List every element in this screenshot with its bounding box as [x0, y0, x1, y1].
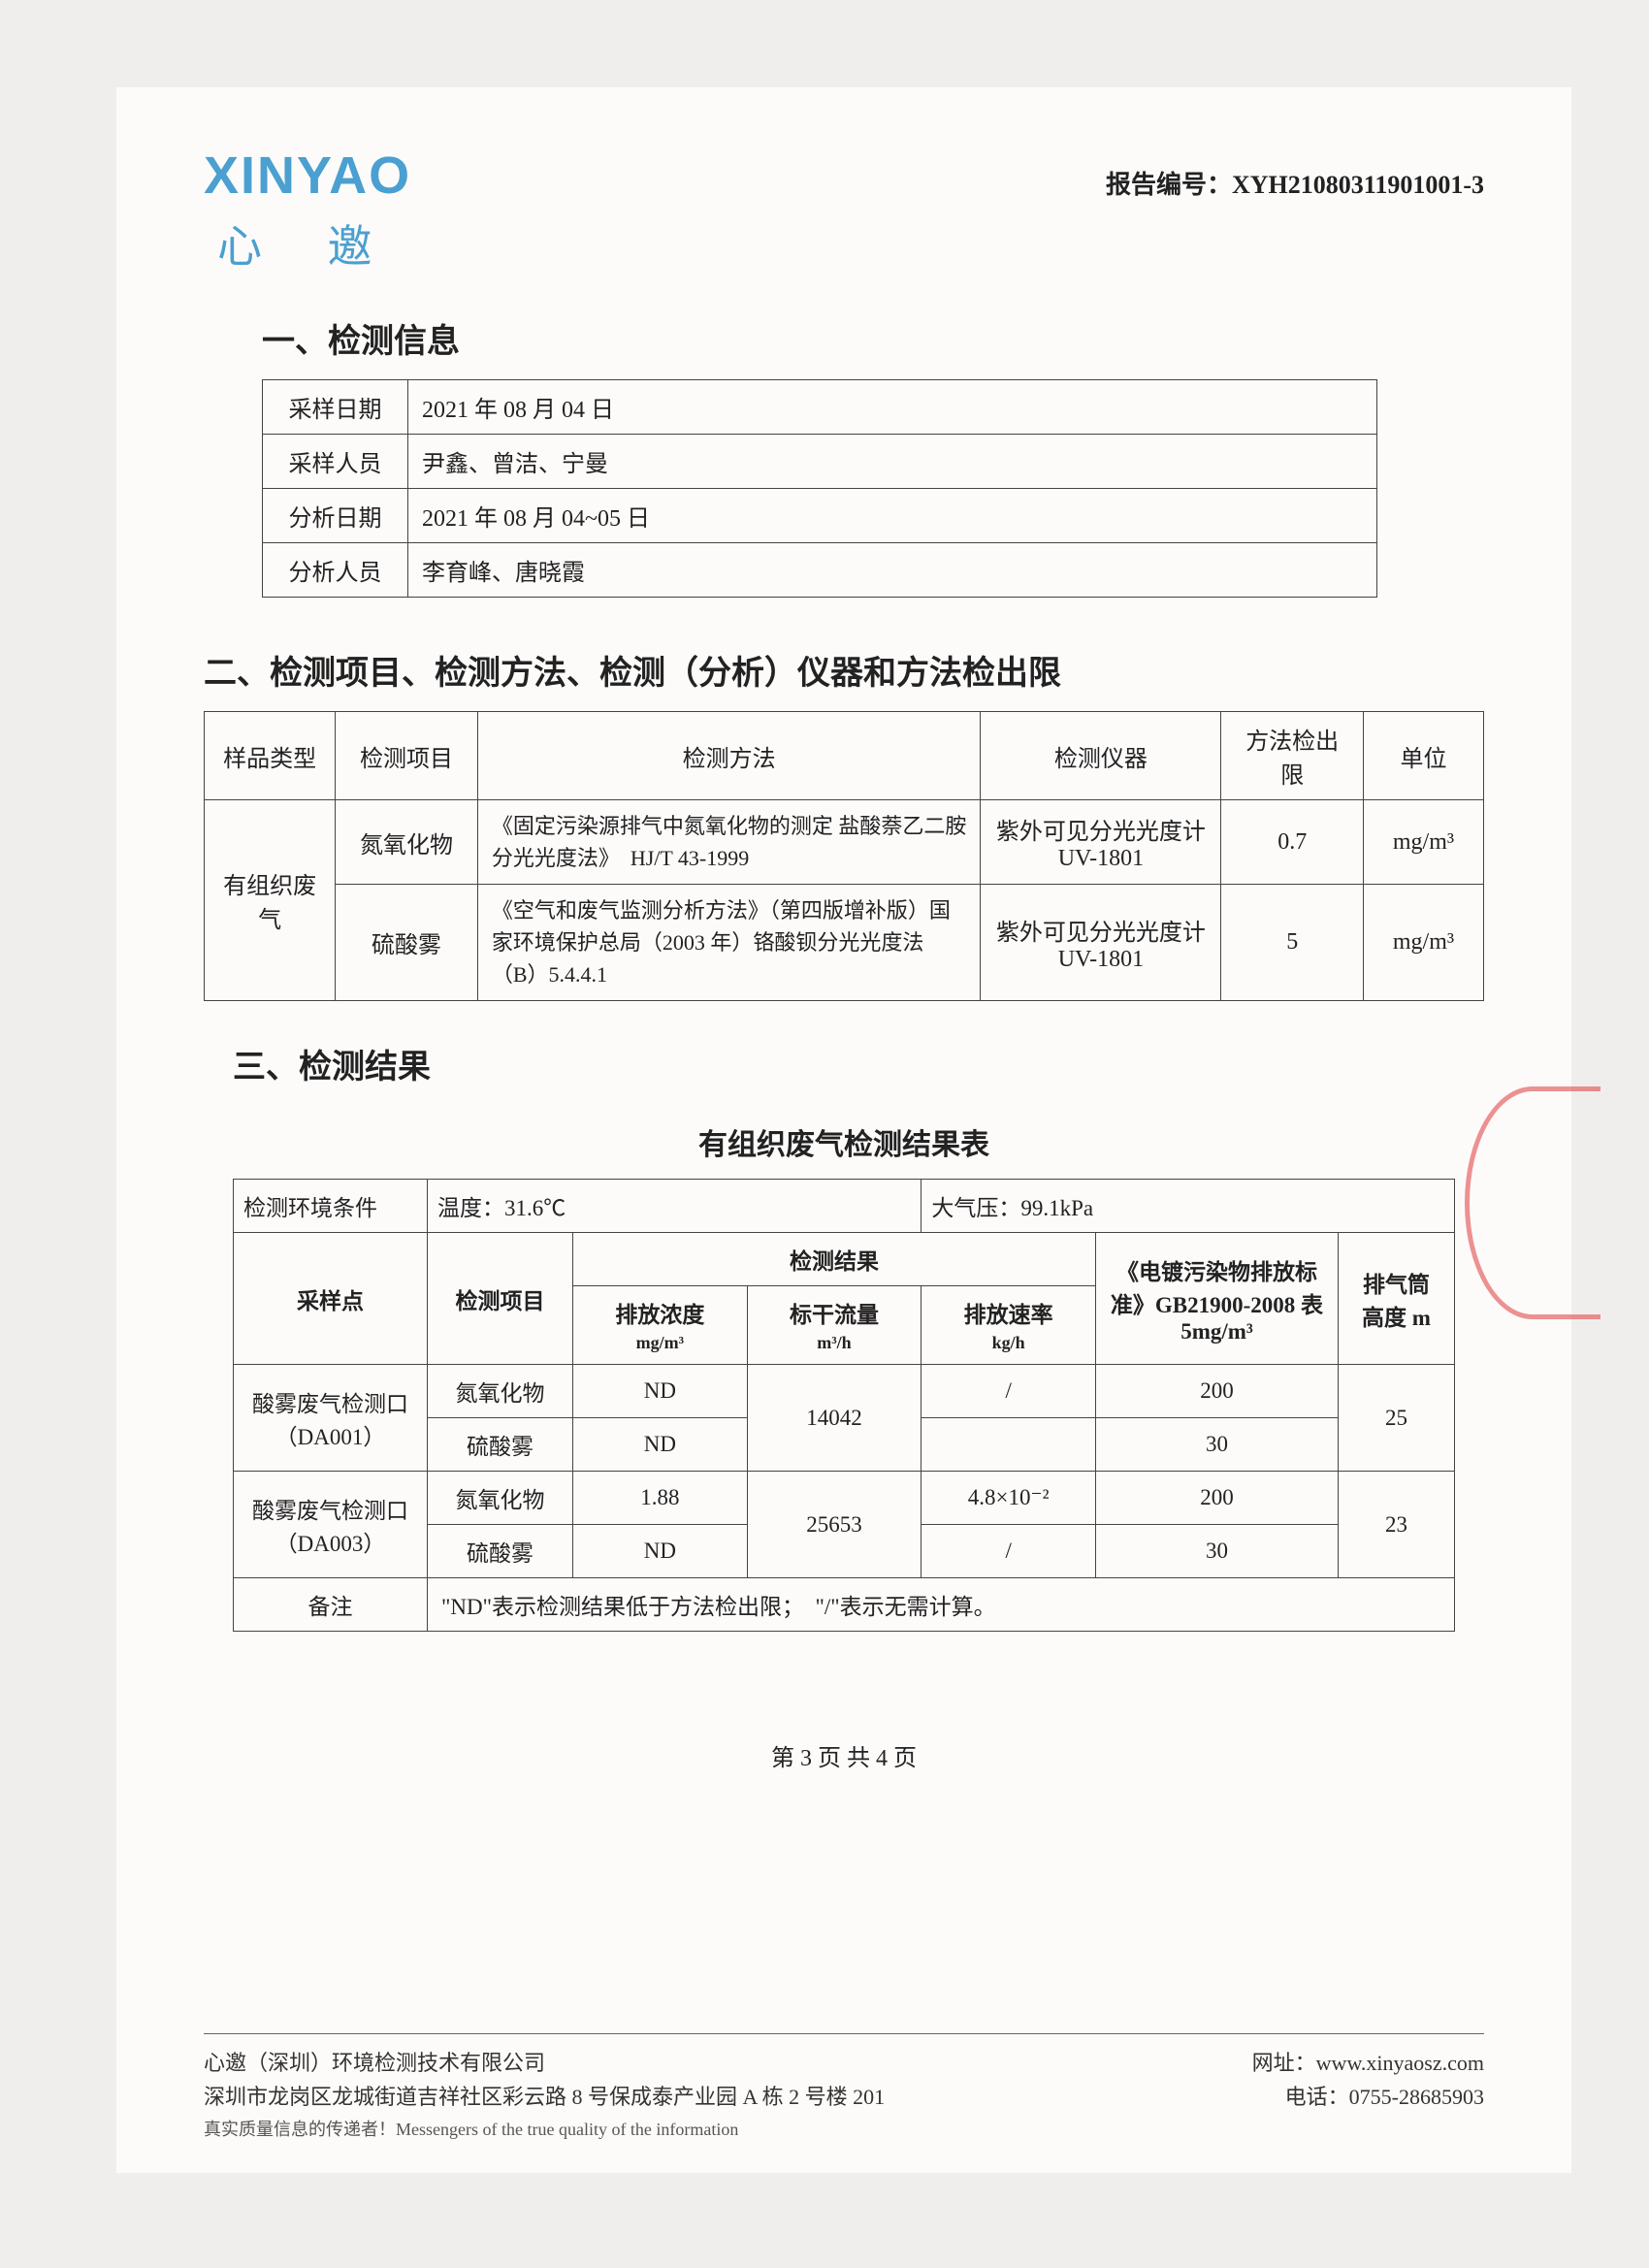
report-no-label: 报告编号： — [1106, 171, 1232, 199]
footer-slogan: 真实质量信息的传递者！Messengers of the true qualit… — [204, 2116, 885, 2144]
env-conditions-row: 检测环境条件 温度：31.6℃ 大气压：99.1kPa — [234, 1180, 1455, 1233]
info-label: 采样人员 — [263, 435, 408, 489]
cell-std: 200 — [1096, 1365, 1339, 1418]
info-value: 2021 年 08 月 04~05 日 — [408, 489, 1377, 543]
cell-height: 23 — [1339, 1472, 1455, 1578]
th-unit: 单位 — [1363, 712, 1483, 800]
info-label: 分析人员 — [263, 543, 408, 598]
table-row: 酸雾废气检测口（DA003） 氮氧化物 1.88 25653 4.8×10⁻² … — [234, 1472, 1455, 1525]
info-value: 李育峰、唐晓霞 — [408, 543, 1377, 598]
cell-unit: mg/m³ — [1363, 800, 1483, 885]
table-row: 分析日期2021 年 08 月 04~05 日 — [263, 489, 1377, 543]
cell-item: 氮氧化物 — [428, 1472, 573, 1525]
cell-limit: 5 — [1221, 885, 1364, 1001]
info-value: 2021 年 08 月 04 日 — [408, 380, 1377, 435]
footer-tel: 电话：0755-28685903 — [1252, 2080, 1484, 2114]
cell-instrument: 紫外可见分光光度计 UV-1801 — [981, 885, 1221, 1001]
section1-title: 一、检测信息 — [262, 314, 1484, 362]
table-row: 分析人员李育峰、唐晓霞 — [263, 543, 1377, 598]
cell-item: 氮氧化物 — [428, 1365, 573, 1418]
brand-block: XINYAO 心 邀 — [204, 146, 411, 275]
cell-std: 30 — [1096, 1418, 1339, 1472]
cell-conc: ND — [573, 1418, 748, 1472]
env-label: 检测环境条件 — [234, 1180, 428, 1233]
cell-rate: / — [922, 1525, 1096, 1578]
cell-point: 酸雾废气检测口（DA003） — [234, 1472, 428, 1578]
cell-rate: 4.8×10⁻² — [922, 1472, 1096, 1525]
table-row: 酸雾废气检测口（DA001） 氮氧化物 ND 14042 / 200 25 — [234, 1365, 1455, 1418]
cell-item: 硫酸雾 — [428, 1525, 573, 1578]
cell-unit: mg/m³ — [1363, 885, 1483, 1001]
cell-method: 《固定污染源排气中氮氧化物的测定 盐酸萘乙二胺分光光度法》 HJ/T 43-19… — [477, 800, 981, 885]
info-label: 分析日期 — [263, 489, 408, 543]
table-row: 硫酸雾 《空气和废气监测分析方法》（第四版增补版）国家环境保护总局（2003 年… — [205, 885, 1484, 1001]
env-temp: 温度：31.6℃ — [428, 1180, 922, 1233]
page-number: 第 3 页 共 4 页 — [204, 1738, 1484, 1772]
report-number: 报告编号：XYH21080311901001-3 — [1106, 165, 1484, 201]
cell-method: 《空气和废气监测分析方法》（第四版增补版）国家环境保护总局（2003 年）铬酸钡… — [477, 885, 981, 1001]
cell-flow: 14042 — [747, 1365, 922, 1472]
remark-label: 备注 — [234, 1578, 428, 1632]
th-point: 采样点 — [234, 1233, 428, 1365]
results-table: 检测环境条件 温度：31.6℃ 大气压：99.1kPa 采样点 检测项目 检测结… — [233, 1179, 1455, 1632]
header: XINYAO 心 邀 报告编号：XYH21080311901001-3 — [204, 146, 1484, 275]
th-standard: 《电镀污染物排放标准》GB21900-2008 表 5mg/m³ — [1096, 1233, 1339, 1365]
cell-rate — [922, 1418, 1096, 1472]
results-table-title: 有组织废气检测结果表 — [204, 1120, 1484, 1163]
th-sample-type: 样品类型 — [205, 712, 336, 800]
table-header-row: 采样点 检测项目 检测结果 《电镀污染物排放标准》GB21900-2008 表 … — [234, 1233, 1455, 1286]
footer-right: 网址：www.xinyaosz.com 电话：0755-28685903 — [1252, 2046, 1484, 2144]
remark-row: 备注 "ND"表示检测结果低于方法检出限； "/"表示无需计算。 — [234, 1578, 1455, 1632]
env-pressure: 大气压：99.1kPa — [922, 1180, 1455, 1233]
th-conc: 排放浓度mg/m³ — [573, 1286, 748, 1365]
cell-rate: / — [922, 1365, 1096, 1418]
cell-flow: 25653 — [747, 1472, 922, 1578]
info-table: 采样日期2021 年 08 月 04 日 采样人员尹鑫、曾洁、宁曼 分析日期20… — [262, 379, 1377, 598]
cell-std: 200 — [1096, 1472, 1339, 1525]
cell-item: 氮氧化物 — [336, 800, 478, 885]
remark-text: "ND"表示检测结果低于方法检出限； "/"表示无需计算。 — [428, 1578, 1455, 1632]
cell-sample-type: 有组织废气 — [205, 800, 336, 1001]
cell-item: 硫酸雾 — [428, 1418, 573, 1472]
brand-cn: 心 邀 — [217, 211, 411, 275]
cell-instrument: 紫外可见分光光度计 UV-1801 — [981, 800, 1221, 885]
table-header-row: 样品类型 检测项目 检测方法 检测仪器 方法检出限 单位 — [205, 712, 1484, 800]
table-row: 有组织废气 氮氧化物 《固定污染源排气中氮氧化物的测定 盐酸萘乙二胺分光光度法》… — [205, 800, 1484, 885]
cell-height: 25 — [1339, 1365, 1455, 1472]
th-instrument: 检测仪器 — [981, 712, 1221, 800]
cell-limit: 0.7 — [1221, 800, 1364, 885]
info-label: 采样日期 — [263, 380, 408, 435]
th-height: 排气筒高度 m — [1339, 1233, 1455, 1365]
table-row: 采样人员尹鑫、曾洁、宁曼 — [263, 435, 1377, 489]
footer: 心邀（深圳）环境检测技术有限公司 深圳市龙岗区龙城街道吉祥社区彩云路 8 号保成… — [204, 2033, 1484, 2144]
footer-company: 心邀（深圳）环境检测技术有限公司 — [204, 2046, 885, 2080]
th-item: 检测项目 — [336, 712, 478, 800]
th-result-group: 检测结果 — [573, 1233, 1096, 1286]
th-flow: 标干流量m³/h — [747, 1286, 922, 1365]
cell-point: 酸雾废气检测口（DA001） — [234, 1365, 428, 1472]
section3-title: 三、检测结果 — [233, 1040, 1484, 1087]
th-limit: 方法检出限 — [1221, 712, 1364, 800]
footer-address: 深圳市龙岗区龙城街道吉祥社区彩云路 8 号保成泰产业园 A 栋 2 号楼 201 — [204, 2080, 885, 2114]
cell-std: 30 — [1096, 1525, 1339, 1578]
th-method: 检测方法 — [477, 712, 981, 800]
seal-stamp-icon — [1465, 1086, 1600, 1319]
cell-conc: ND — [573, 1525, 748, 1578]
cell-conc: 1.88 — [573, 1472, 748, 1525]
info-value: 尹鑫、曾洁、宁曼 — [408, 435, 1377, 489]
th-rate: 排放速率kg/h — [922, 1286, 1096, 1365]
th-item: 检测项目 — [428, 1233, 573, 1365]
footer-left: 心邀（深圳）环境检测技术有限公司 深圳市龙岗区龙城街道吉祥社区彩云路 8 号保成… — [204, 2046, 885, 2144]
footer-web: 网址：www.xinyaosz.com — [1252, 2046, 1484, 2080]
method-table: 样品类型 检测项目 检测方法 检测仪器 方法检出限 单位 有组织废气 氮氧化物 … — [204, 711, 1484, 1001]
report-no-value: XYH21080311901001-3 — [1232, 171, 1484, 199]
cell-conc: ND — [573, 1365, 748, 1418]
page: XINYAO 心 邀 报告编号：XYH21080311901001-3 一、检测… — [116, 87, 1571, 2173]
logo-text: XINYAO — [204, 146, 411, 206]
cell-item: 硫酸雾 — [336, 885, 478, 1001]
section2-title: 二、检测项目、检测方法、检测（分析）仪器和方法检出限 — [204, 646, 1484, 694]
table-row: 采样日期2021 年 08 月 04 日 — [263, 380, 1377, 435]
